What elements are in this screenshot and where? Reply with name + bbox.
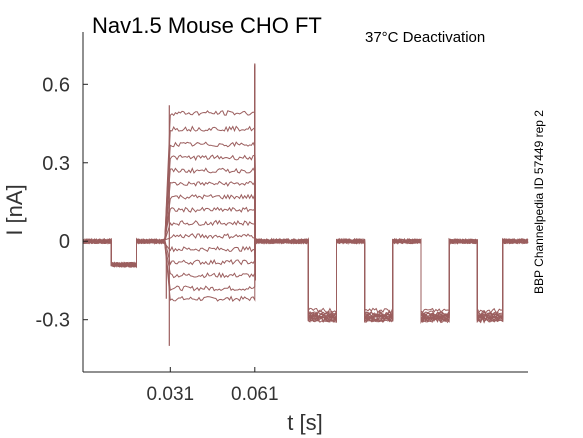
current-trace-15: [82, 70, 529, 321]
current-trace-4: [82, 64, 529, 323]
chart-title: Nav1.5 Mouse CHO FT: [92, 13, 322, 38]
y-axis-label: I [nA]: [2, 184, 27, 235]
current-trace-14: [82, 70, 529, 318]
current-trace-10: [82, 68, 529, 324]
current-trace-11: [82, 68, 529, 324]
side-note: BBP Channelpedia ID 57449 rep 2: [532, 110, 546, 294]
current-trace-13: [82, 69, 529, 320]
x-tick-label: 0.031: [147, 384, 195, 405]
x-ticks: 0.031 0.061: [147, 367, 279, 405]
y-tick-label: 0.3: [42, 153, 70, 175]
current-trace-7: [82, 66, 529, 323]
y-tick-label: -0.3: [36, 310, 70, 332]
y-tick-label: 0.6: [42, 74, 70, 96]
current-trace-8: [82, 66, 529, 320]
chart-subtitle: 37°C Deactivation: [365, 29, 485, 46]
current-trace-2: [83, 63, 529, 317]
x-tick-label: 0.061: [231, 384, 279, 405]
current-trace-9: [82, 67, 529, 320]
current-trace-6: [82, 65, 529, 321]
current-trace-12: [82, 69, 529, 314]
current-traces: [82, 63, 529, 346]
y-ticks: -0.3 0 0.3 0.6: [36, 74, 88, 332]
onset-transient: [165, 105, 170, 346]
current-trace-3: [82, 64, 529, 320]
current-trace-1: [82, 63, 529, 318]
current-trace-5: [82, 65, 529, 324]
x-axis-label: t [s]: [287, 410, 322, 435]
y-tick-label: 0: [59, 231, 70, 253]
